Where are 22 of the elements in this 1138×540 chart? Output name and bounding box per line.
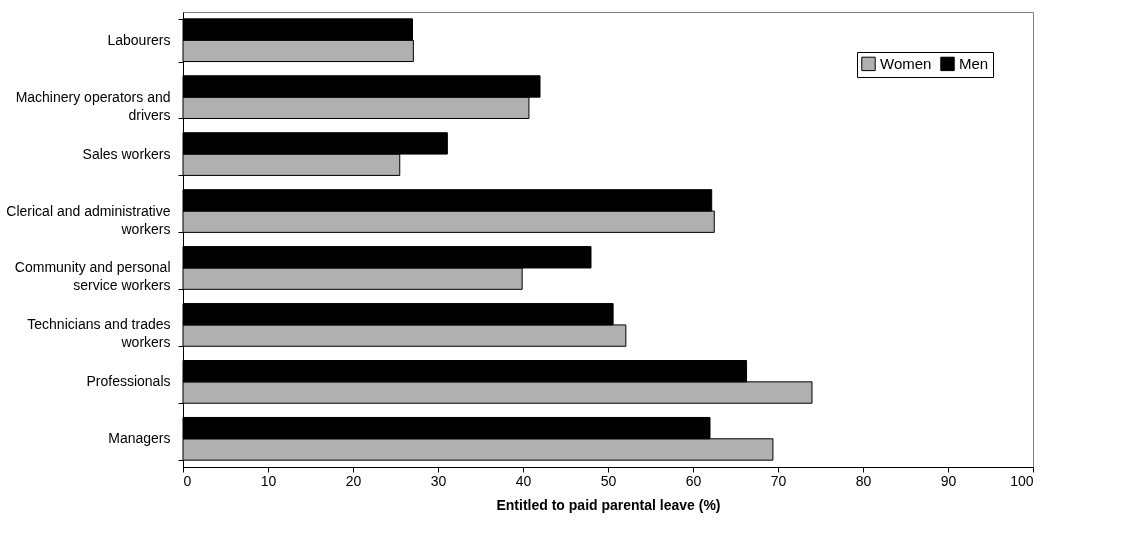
x-tick-label: 90 <box>940 472 957 489</box>
x-tick-label: 20 <box>345 472 362 489</box>
x-tick-label: 0 <box>183 472 192 489</box>
y-tick-label: Sales workers <box>82 145 171 162</box>
x-tick-label: 40 <box>515 472 532 489</box>
y-tick-label: Professionals <box>86 373 171 390</box>
x-tick-label: 100 <box>1010 472 1034 489</box>
x-tick-label: 10 <box>260 472 277 489</box>
legend-label: Men <box>959 54 989 72</box>
y-tick-label: Technicians and trades workers <box>27 316 171 351</box>
x-tick-label: 50 <box>600 472 617 489</box>
y-tick-label: Community and personal service workers <box>14 259 171 294</box>
y-tick-label: Machinery operators and drivers <box>15 88 171 123</box>
x-tick-label: 60 <box>685 472 702 489</box>
x-tick-label: 80 <box>855 472 872 489</box>
x-tick-label: 70 <box>770 472 787 489</box>
y-tick-label: Labourers <box>107 31 171 48</box>
y-tick-label: Managers <box>108 430 171 447</box>
legend-label: Women <box>880 54 932 72</box>
x-axis-title: Entitled to paid parental leave (%) <box>496 496 721 513</box>
x-tick-label: 30 <box>430 472 447 489</box>
y-tick-label: Clerical and administrative workers <box>6 202 171 237</box>
